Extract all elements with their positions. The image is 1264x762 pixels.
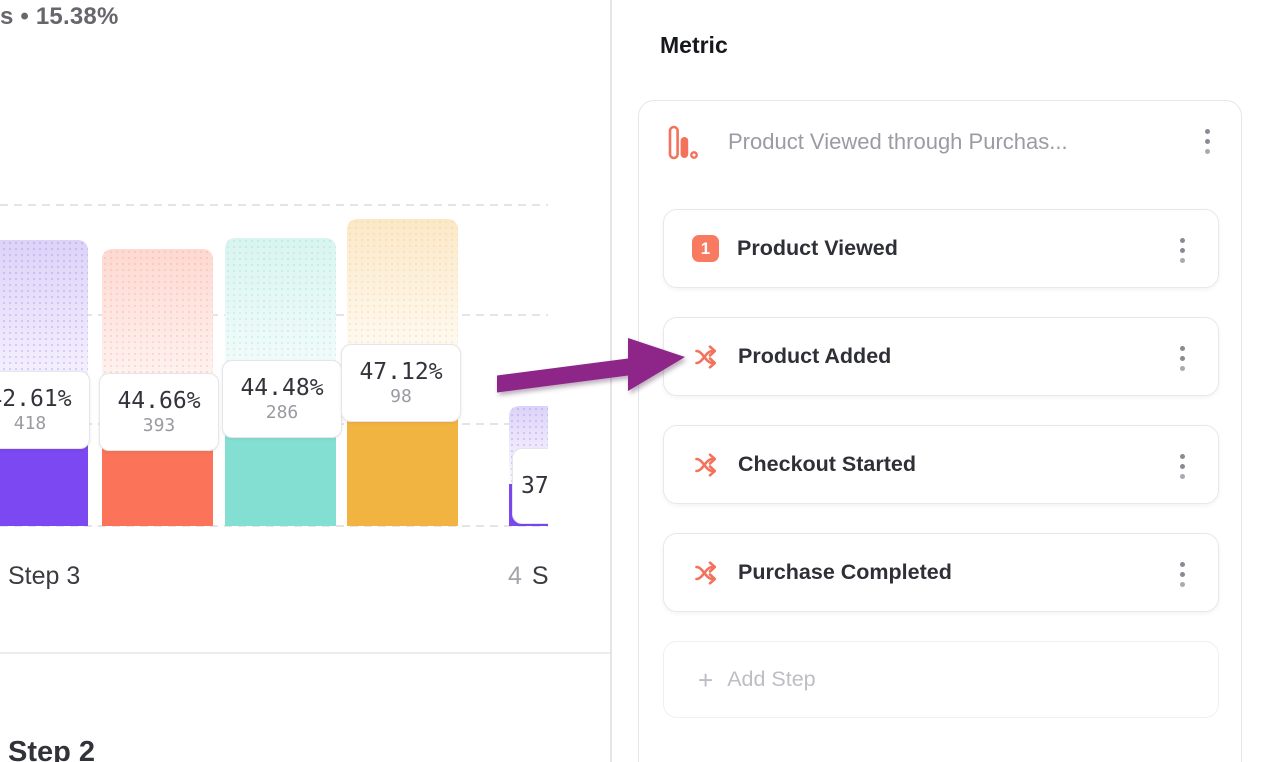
step-kebab-menu[interactable] xyxy=(1172,449,1192,483)
step-label: Product Added xyxy=(738,344,892,368)
section-divider xyxy=(0,652,610,654)
gridline xyxy=(0,204,548,206)
next-section-heading: Step 2 xyxy=(8,736,96,762)
funnel-chart-pane: s • 15.38% 42.61% 418 44.66% 393 xyxy=(0,0,610,762)
step-number-badge: 1 xyxy=(692,235,719,262)
step-label: Product Viewed xyxy=(737,236,898,260)
gridline xyxy=(0,525,548,527)
step-kebab-menu[interactable] xyxy=(1172,233,1192,267)
funnel-step-row-purchase-completed[interactable]: Purchase Completed xyxy=(663,533,1219,612)
metric-panel: Metric Product Viewed through Purchas...… xyxy=(612,0,1264,762)
shuffle-icon xyxy=(694,344,720,370)
bar-value-label: 37 xyxy=(512,448,548,524)
metric-panel-title: Metric xyxy=(660,32,728,58)
funnel-step-row-checkout-started[interactable]: Checkout Started xyxy=(663,425,1219,504)
add-step-button[interactable]: + Add Step xyxy=(663,641,1219,718)
metric-name: Product Viewed through Purchas... xyxy=(728,129,1068,154)
plus-icon: + xyxy=(698,664,714,695)
bar-value-label: 44.66% 393 xyxy=(99,373,219,451)
metric-kebab-menu[interactable] xyxy=(1197,124,1217,158)
step-kebab-menu[interactable] xyxy=(1172,341,1192,375)
funnel-step-row-product-added[interactable]: Product Added xyxy=(663,317,1219,396)
bar-value-label: 42.61% 418 xyxy=(0,371,90,449)
step-kebab-menu[interactable] xyxy=(1172,557,1192,591)
shuffle-icon xyxy=(694,452,720,478)
step-group-label: Step 3 xyxy=(8,562,81,590)
conversion-stat: s • 15.38% xyxy=(0,3,119,30)
step-label: Purchase Completed xyxy=(738,560,952,584)
bar-value-label: 44.48% 286 xyxy=(222,360,342,438)
chart-viewport: s • 15.38% 42.61% 418 44.66% 393 xyxy=(0,0,548,652)
step-label: Checkout Started xyxy=(738,452,917,476)
funnel-chart-icon xyxy=(668,125,698,166)
shuffle-icon xyxy=(694,560,720,586)
bar-value-label: 47.12% 98 xyxy=(341,344,461,422)
funnel-step-row-product-viewed[interactable]: 1 Product Viewed xyxy=(663,209,1219,288)
